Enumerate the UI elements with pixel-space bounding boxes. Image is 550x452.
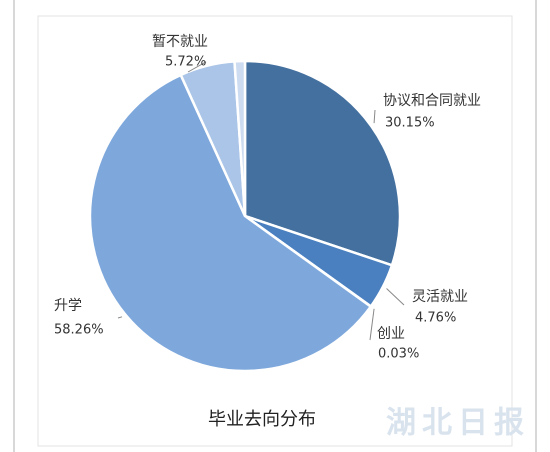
slice-label: 协议和合同就业 <box>383 93 481 109</box>
leader-line <box>117 316 123 319</box>
pie-slice <box>88 73 373 373</box>
value-label: 5.72% <box>165 55 206 70</box>
chart-border <box>37 15 513 447</box>
chart-title: 毕业去向分布 <box>208 409 316 430</box>
leader-line <box>187 61 207 73</box>
slice-label: 升学 <box>54 298 82 314</box>
value-label: 30.15% <box>385 116 435 131</box>
pie-slice <box>233 59 247 217</box>
slice-label: 暂不就业 <box>152 34 208 50</box>
value-label: 0.03% <box>378 347 419 362</box>
value-label: 58.26% <box>54 323 104 338</box>
leader-line <box>386 288 405 306</box>
value-label: 4.76% <box>415 311 456 326</box>
leader-line <box>373 109 376 124</box>
pie-slice <box>243 59 402 267</box>
slice-label: 创业 <box>377 326 405 342</box>
slice-label: 灵活就业 <box>412 289 468 305</box>
watermark: 湖北日报 <box>386 406 530 441</box>
leader-line <box>369 308 375 341</box>
